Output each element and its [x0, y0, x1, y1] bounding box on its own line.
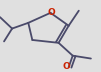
Text: O: O	[62, 62, 70, 71]
Text: O: O	[48, 8, 55, 17]
